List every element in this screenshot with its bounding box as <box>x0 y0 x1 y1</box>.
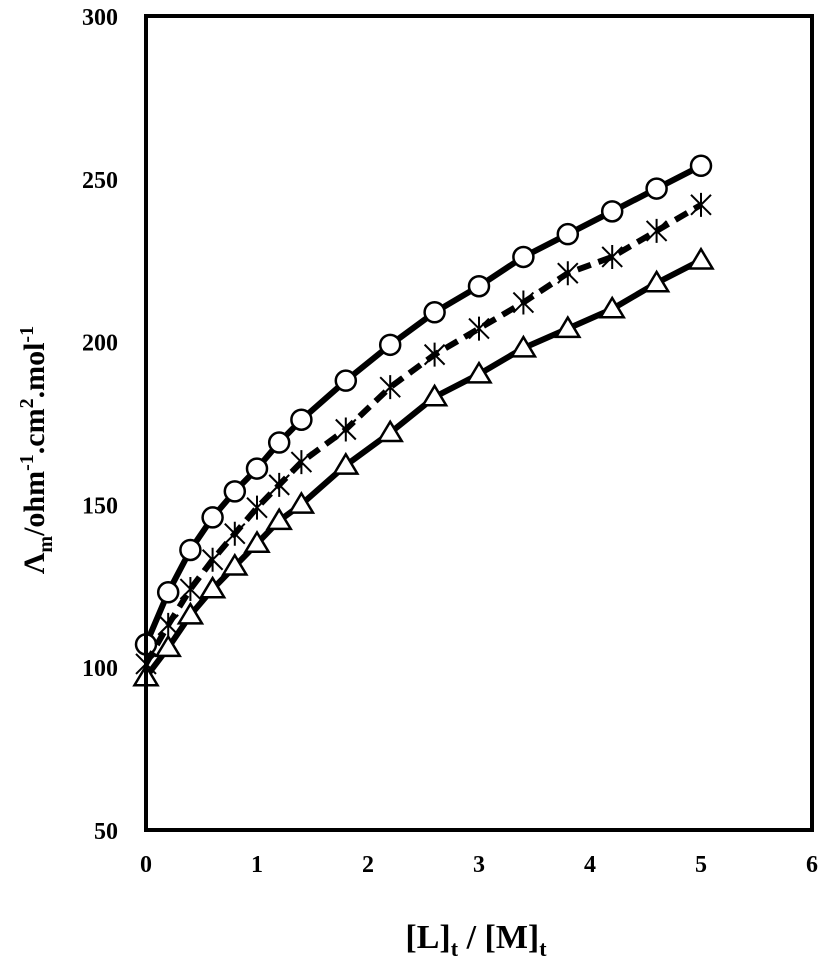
triangle-marker <box>221 552 249 576</box>
series-line <box>143 202 703 666</box>
asterisk-marker <box>557 261 579 286</box>
x-tick-label: 0 <box>140 852 152 878</box>
x-axis-title: [L]t / [M]t <box>405 919 547 961</box>
circle-marker <box>689 154 713 178</box>
circle-marker <box>201 506 224 529</box>
triangle-marker <box>509 334 538 358</box>
asterisk-marker <box>157 612 179 637</box>
y-tick-labels: 50 100 150 200 250 300 <box>82 5 118 845</box>
asterisk-marker <box>268 472 290 497</box>
circle-marker <box>467 274 491 298</box>
x-tick-label: 4 <box>584 852 596 878</box>
triangle-marker <box>554 315 582 339</box>
asterisk-marker <box>290 450 313 475</box>
triangle-marker <box>243 530 271 553</box>
series-circle <box>134 154 713 656</box>
circle-marker <box>245 457 269 480</box>
circle-marker <box>223 480 247 503</box>
circle-marker <box>334 369 358 392</box>
y-tick-label: 100 <box>82 656 118 682</box>
triangle-marker <box>465 360 493 384</box>
triangle-marker <box>642 269 671 293</box>
triangle-marker <box>332 451 360 475</box>
circle-marker <box>600 200 624 223</box>
series-layer <box>132 154 715 687</box>
circle-marker <box>512 245 535 269</box>
x-tick-label: 5 <box>695 852 707 878</box>
series-triangle <box>132 246 715 687</box>
asterisk-marker <box>645 218 668 243</box>
asterisk-marker <box>601 244 623 269</box>
circle-marker <box>179 538 202 562</box>
asterisk-marker <box>179 577 202 602</box>
x-tick-labels: 0 1 2 3 4 5 6 <box>140 852 818 878</box>
triangle-marker <box>687 246 715 270</box>
triangle-marker <box>287 490 316 514</box>
triangle-marker <box>198 575 227 599</box>
x-tick-label: 1 <box>251 852 263 878</box>
x-tick-label: 6 <box>806 852 818 878</box>
circle-marker <box>267 431 291 454</box>
asterisk-marker <box>423 342 446 367</box>
x-tick-label: 2 <box>362 852 374 878</box>
y-tick-label: 250 <box>82 168 118 194</box>
circle-marker <box>556 222 580 246</box>
asterisk-marker <box>690 192 712 217</box>
y-tick-label: 300 <box>82 5 118 31</box>
series-asterisk <box>135 192 712 676</box>
y-tick-label: 50 <box>94 819 118 845</box>
asterisk-marker <box>335 417 357 442</box>
asterisk-marker <box>379 375 401 400</box>
triangle-marker <box>176 601 205 625</box>
triangle-marker <box>265 507 293 531</box>
circle-marker <box>645 177 668 200</box>
triangle-marker <box>154 634 182 658</box>
triangle-marker <box>598 295 626 319</box>
asterisk-marker <box>224 521 246 546</box>
circle-marker <box>423 301 446 324</box>
y-tick-label: 150 <box>82 493 118 519</box>
asterisk-marker <box>512 290 535 315</box>
x-tick-label: 3 <box>473 852 485 878</box>
circle-marker <box>156 581 180 604</box>
circle-marker <box>290 408 313 431</box>
asterisk-marker <box>468 316 490 341</box>
y-axis-title: Λm/ohm-1.cm2.mol-1 <box>16 326 57 574</box>
triangle-marker <box>420 383 449 407</box>
plot-frame <box>144 14 814 832</box>
y-tick-label: 200 <box>82 331 118 357</box>
asterisk-marker <box>246 495 268 520</box>
asterisk-marker <box>201 547 224 572</box>
triangle-marker <box>376 419 404 443</box>
circle-marker <box>378 333 402 357</box>
